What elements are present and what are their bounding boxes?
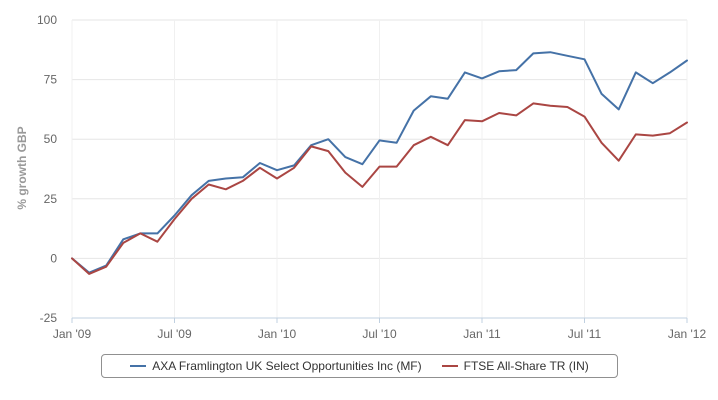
- x-tick-label: Jan '09: [53, 327, 92, 341]
- legend-label: AXA Framlington UK Select Opportunities …: [152, 359, 422, 373]
- x-tick-label: Jul '11: [568, 327, 602, 341]
- y-tick-label: 25: [44, 192, 58, 206]
- x-gridlines: [71, 20, 688, 318]
- legend-swatch: [130, 365, 147, 367]
- x-tick-label: Jul '09: [157, 327, 192, 341]
- legend: AXA Framlington UK Select Opportunities …: [101, 354, 618, 378]
- y-tick-label: 0: [50, 251, 57, 265]
- y-tick-label: -25: [40, 311, 58, 325]
- y-tick-label: 50: [44, 132, 58, 146]
- x-tick-label: Jan '12: [668, 327, 707, 341]
- y-tick-label: 75: [44, 73, 58, 87]
- x-tick-label: Jul '10: [362, 327, 397, 341]
- y-tick-labels: -25 0 25 50 75 100: [37, 13, 57, 325]
- legend-item[interactable]: AXA Framlington UK Select Opportunities …: [130, 359, 422, 373]
- y-axis-title: % growth GBP: [15, 126, 29, 209]
- legend-swatch: [441, 365, 458, 367]
- legend-label: FTSE All-Share TR (IN): [463, 359, 589, 373]
- legend-item[interactable]: FTSE All-Share TR (IN): [441, 359, 589, 373]
- series-lines: [71, 51, 688, 275]
- series-line-1: [71, 102, 688, 275]
- series-line-0: [71, 51, 688, 274]
- x-tick-labels: Jan '09 Jul '09 Jan '10 Jul '10 Jan '11 Jul '…: [53, 327, 707, 341]
- x-tick-label: Jan '11: [463, 327, 501, 341]
- axes: [71, 317, 688, 323]
- x-tick-label: Jan '10: [258, 327, 297, 341]
- y-tick-label: 100: [37, 13, 57, 27]
